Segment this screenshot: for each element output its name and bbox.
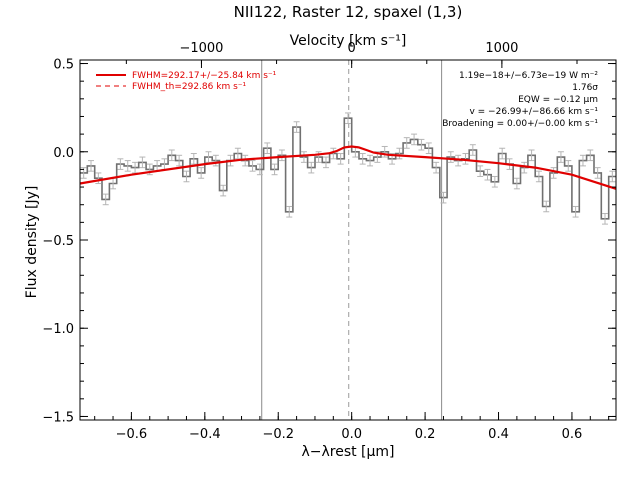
x-tick-label: −0.4: [189, 427, 221, 442]
x-tick-label: −0.6: [116, 427, 148, 442]
fit-line: [79, 145, 617, 190]
annotation-velocity: v = −26.99+/−86.66 km s⁻¹: [469, 107, 598, 117]
y-tick-label: −1.0: [42, 322, 74, 337]
chart-title: NII122, Raster 12, spaxel (1,3): [234, 3, 463, 21]
annotation-flux: 1.19e−18+/−6.73e−19 W m⁻²: [459, 71, 598, 81]
x-tick-label: 0.2: [415, 427, 436, 442]
annotation-eqw: EQW = −0.12 μm: [518, 95, 598, 105]
top-axis-label: Velocity [km s⁻¹]: [290, 33, 407, 49]
error-bars: [80, 112, 616, 225]
legend: FWHM=292.17+/−25.84 km s⁻¹ FWHM_th=292.8…: [96, 71, 277, 92]
y-tick-label: −1.5: [42, 410, 74, 425]
plot-area: −0.6 −0.4 −0.2 0.0 0.2 0.4 0.6 −1.5 −1.0 −0.5 0.0 0…: [42, 41, 617, 442]
legend-label-theoretical: FWHM_th=292.86 km s⁻¹: [132, 82, 247, 92]
x-tick-label: 0.4: [488, 427, 509, 442]
y-tick-label: 0.5: [53, 58, 74, 73]
top-tick-label: 1000: [485, 41, 518, 56]
x-tick-label: 0.6: [562, 427, 583, 442]
annotations: 1.19e−18+/−6.73e−19 W m⁻² 1.76σ EQW = −0…: [442, 71, 598, 129]
legend-label-fit: FWHM=292.17+/−25.84 km s⁻¹: [132, 71, 277, 81]
annotation-sigma: 1.76σ: [572, 83, 598, 93]
y-tick-label: −0.5: [42, 234, 74, 249]
x-tick-label: 0.0: [341, 427, 362, 442]
x-axis-label: λ−λrest [μm]: [301, 444, 394, 460]
top-tick-label: −1000: [179, 41, 223, 56]
y-axis-label: Flux density [Jy]: [24, 186, 40, 299]
top-tick-label: 0: [348, 41, 356, 56]
annotation-broadening: Broadening = 0.00+/−0.00 km s⁻¹: [442, 119, 598, 129]
x-tick-label: −0.2: [262, 427, 294, 442]
y-tick-label: 0.0: [53, 146, 74, 161]
